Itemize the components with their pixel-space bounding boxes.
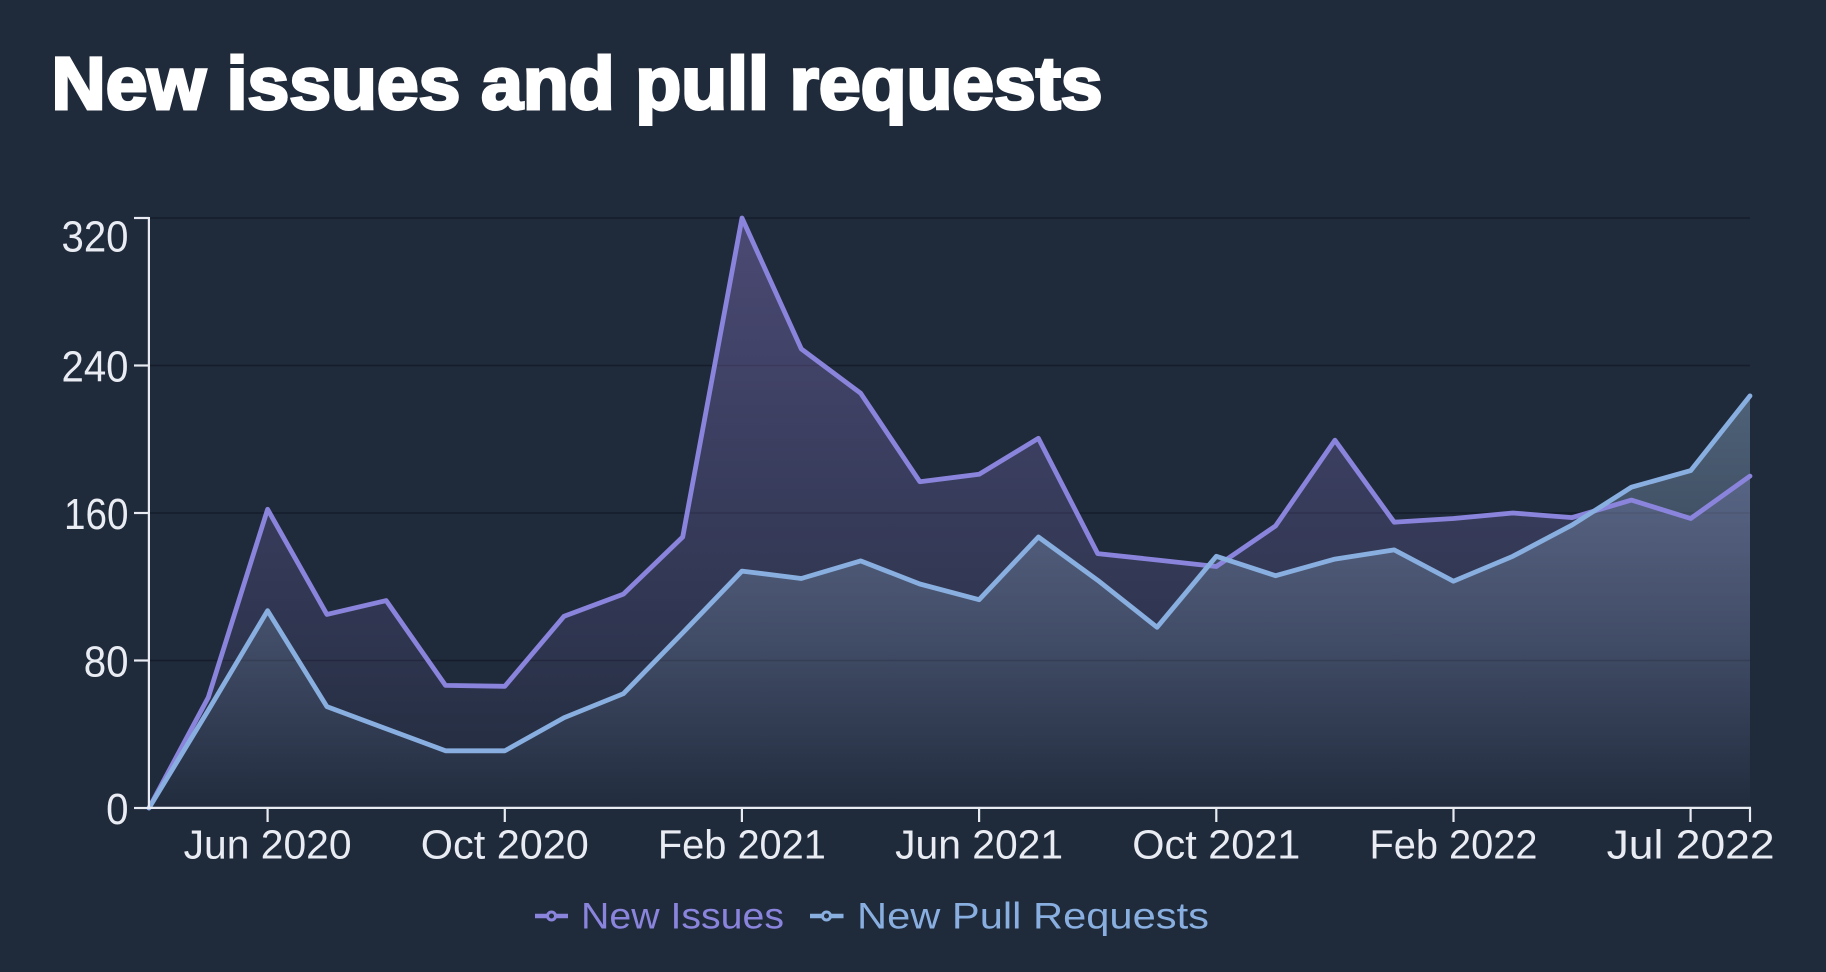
svg-text:New Issues: New Issues xyxy=(581,896,784,937)
svg-text:New Pull Requests: New Pull Requests xyxy=(857,896,1209,937)
svg-text:80: 80 xyxy=(84,638,129,687)
svg-text:Jun 2020: Jun 2020 xyxy=(184,822,352,868)
svg-text:Feb 2021: Feb 2021 xyxy=(658,822,826,868)
svg-text:New issues and pull requests: New issues and pull requests xyxy=(52,42,1103,125)
svg-text:320: 320 xyxy=(62,213,129,262)
svg-text:240: 240 xyxy=(62,343,129,392)
svg-text:0: 0 xyxy=(106,785,128,834)
svg-text:Oct 2021: Oct 2021 xyxy=(1132,822,1300,868)
svg-text:Jul 2022: Jul 2022 xyxy=(1607,822,1775,868)
svg-text:Feb 2022: Feb 2022 xyxy=(1370,822,1538,868)
svg-text:160: 160 xyxy=(64,490,129,539)
svg-text:Oct 2020: Oct 2020 xyxy=(421,822,589,868)
svg-text:Jun 2021: Jun 2021 xyxy=(895,822,1063,868)
